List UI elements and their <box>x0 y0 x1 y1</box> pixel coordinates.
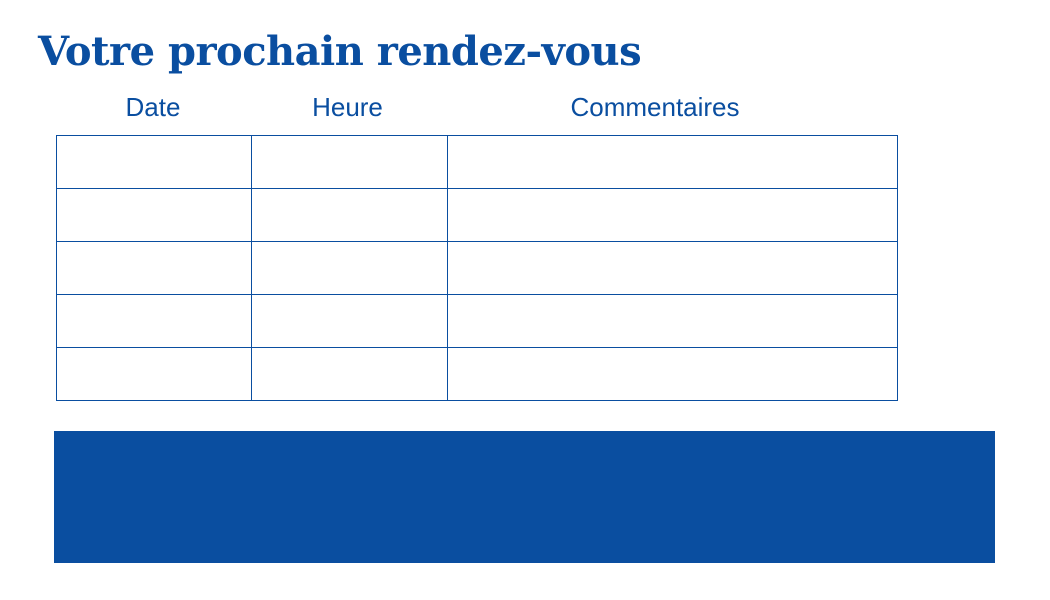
cell-heure[interactable] <box>251 135 448 189</box>
table-row <box>56 294 898 348</box>
column-header-heure: Heure <box>312 92 383 122</box>
cell-heure[interactable] <box>251 241 448 295</box>
table-row <box>56 188 898 242</box>
cell-date[interactable] <box>56 347 252 401</box>
cell-heure[interactable] <box>251 188 448 242</box>
cell-heure[interactable] <box>251 294 448 348</box>
cell-date[interactable] <box>56 294 252 348</box>
cell-commentaires[interactable] <box>447 241 898 295</box>
cell-date[interactable] <box>56 188 252 242</box>
cell-heure[interactable] <box>251 347 448 401</box>
cell-date[interactable] <box>56 241 252 295</box>
cell-date[interactable] <box>56 135 252 189</box>
cell-commentaires[interactable] <box>447 135 898 189</box>
table-row <box>56 241 898 295</box>
table-row <box>56 135 898 189</box>
column-header-commentaires: Commentaires <box>570 92 740 122</box>
cell-commentaires[interactable] <box>447 294 898 348</box>
footer-band <box>54 431 995 563</box>
appointment-table <box>56 135 898 401</box>
cell-commentaires[interactable] <box>447 188 898 242</box>
column-header-date: Date <box>125 92 181 122</box>
table-row <box>56 347 898 401</box>
cell-commentaires[interactable] <box>447 347 898 401</box>
page-title: Votre prochain rendez-vous <box>38 28 642 75</box>
